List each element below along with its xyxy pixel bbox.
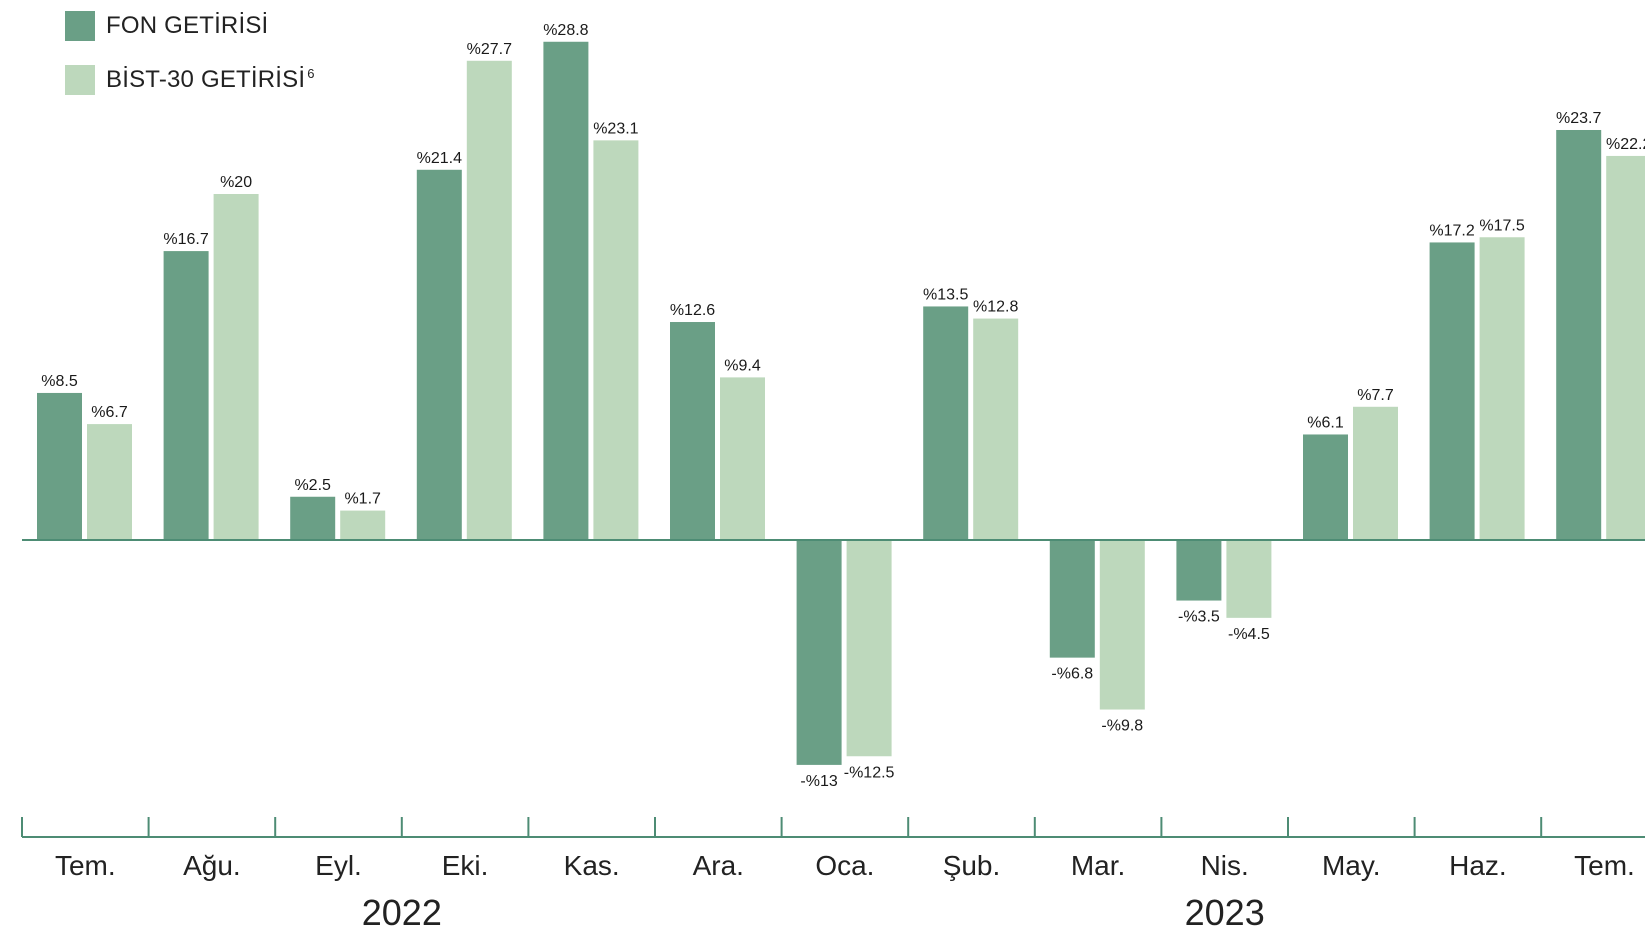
bar-bist-9 [1226,540,1272,618]
bar-fon-5 [670,322,715,540]
month-label-9: Nis. [1201,850,1249,881]
month-label-10: May. [1322,850,1381,881]
value-label-bist-10: %7.7 [1357,387,1394,404]
value-label-fon-10: %6.1 [1307,414,1344,431]
value-label-bist-2: %1.7 [344,491,381,508]
bar-bist-12 [1606,155,1645,540]
value-label-fon-4: %28.8 [543,22,588,39]
legend-item-fon: FON GETİRİSİ [65,10,315,42]
value-label-bist-8: -%9.8 [1101,718,1143,735]
value-label-bist-0: %6.7 [91,404,128,421]
value-label-fon-6: -%13 [800,773,837,790]
bar-fon-0 [37,392,82,540]
bar-bist-0 [87,424,132,540]
bar-bist-10 [1353,406,1398,540]
bar-bist-5 [720,377,765,540]
legend-label-fon: FON GETİRİSİ [106,12,269,39]
legend-item-bist: BİST-30 GETİRİSİ 6 [65,64,315,96]
bar-bist-7 [973,318,1019,540]
month-label-3: Eki. [442,850,489,881]
year-label-0: 2022 [362,892,442,932]
bar-fon-2 [290,496,336,540]
bar-bist-11 [1479,237,1525,540]
value-label-bist-6: -%12.5 [844,764,895,781]
value-label-bist-4: %23.1 [593,120,638,137]
value-label-bist-9: -%4.5 [1228,626,1270,643]
month-label-2: Eyl. [315,850,362,881]
bar-fon-10 [1303,434,1348,540]
bar-fon-1 [163,251,209,540]
bar-fon-4 [543,41,589,540]
month-label-6: Oca. [815,850,874,881]
value-label-bist-12: %22.2 [1606,136,1645,153]
value-label-fon-3: %21.4 [417,150,462,167]
value-label-fon-7: %13.5 [923,286,968,303]
value-label-bist-7: %12.8 [973,299,1018,316]
month-label-1: Ağu. [183,850,241,881]
bar-fon-8 [1049,540,1095,658]
legend-footnote-mark: 6 [307,66,315,81]
bar-fon-9 [1176,540,1222,601]
value-label-bist-1: %20 [220,174,252,191]
value-label-bist-5: %9.4 [724,357,761,374]
bar-fon-7 [923,306,969,540]
legend: FON GETİRİSİ BİST-30 GETİRİSİ 6 [65,10,315,118]
legend-label-bist: BİST-30 GETİRİSİ 6 [106,66,315,94]
value-label-fon-11: %17.2 [1429,222,1474,239]
month-label-12: Tem. [1574,850,1635,881]
month-label-4: Kas. [564,850,620,881]
month-label-7: Şub. [943,850,1001,881]
bar-bist-8 [1099,540,1145,710]
bar-fon-12 [1556,129,1602,541]
value-label-bist-11: %17.5 [1479,217,1524,234]
bar-bist-3 [466,60,512,540]
legend-swatch-fon [65,11,95,41]
month-label-11: Haz. [1449,850,1507,881]
bar-bist-1 [213,194,259,540]
month-label-8: Mar. [1071,850,1125,881]
value-label-fon-2: %2.5 [294,477,331,494]
value-label-bist-3: %27.7 [467,41,512,58]
value-label-fon-1: %16.7 [163,231,208,248]
value-label-fon-12: %23.7 [1556,110,1601,127]
bar-fon-3 [416,169,462,540]
value-label-fon-8: -%6.8 [1051,666,1093,683]
month-label-0: Tem. [55,850,116,881]
bar-bist-4 [593,140,639,540]
year-label-1: 2023 [1185,892,1265,932]
bar-bist-2 [340,510,386,540]
bar-fon-6 [796,540,842,765]
bar-bist-6 [846,540,892,757]
month-label-5: Ara. [693,850,744,881]
value-label-fon-5: %12.6 [670,302,715,319]
bar-fon-11 [1429,242,1475,540]
value-label-fon-0: %8.5 [41,373,78,390]
value-label-fon-9: -%3.5 [1178,609,1220,626]
legend-swatch-bist [65,65,95,95]
legend-label-bist-text: BİST-30 GETİRİSİ [106,66,306,93]
